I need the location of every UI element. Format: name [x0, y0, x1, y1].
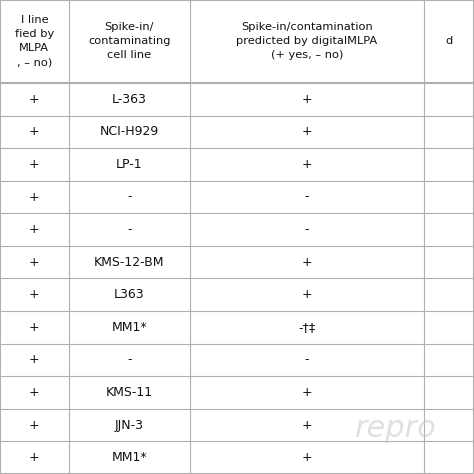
Text: +: + [29, 158, 40, 171]
Text: +: + [301, 451, 312, 464]
Text: d: d [446, 36, 453, 46]
Text: KMS-11: KMS-11 [106, 386, 153, 399]
Text: +: + [29, 321, 40, 334]
Text: +: + [301, 93, 312, 106]
Text: +: + [29, 223, 40, 236]
Text: L-363: L-363 [112, 93, 146, 106]
Text: NCI-H929: NCI-H929 [100, 125, 159, 138]
Text: KMS-12-BM: KMS-12-BM [94, 255, 164, 269]
Text: +: + [29, 451, 40, 464]
Text: +: + [301, 158, 312, 171]
Text: -: - [127, 354, 131, 366]
Text: LP-1: LP-1 [116, 158, 143, 171]
Text: Spike-in/
contaminating
cell line: Spike-in/ contaminating cell line [88, 22, 171, 61]
Text: repro: repro [355, 414, 437, 444]
Text: +: + [29, 255, 40, 269]
Text: MM1*: MM1* [111, 321, 147, 334]
Text: -: - [127, 191, 131, 203]
Text: -: - [127, 223, 131, 236]
Text: +: + [29, 191, 40, 203]
Text: +: + [301, 125, 312, 138]
Text: +: + [29, 419, 40, 432]
Text: -: - [305, 354, 309, 366]
Text: +: + [301, 386, 312, 399]
Text: -: - [305, 223, 309, 236]
Text: +: + [301, 419, 312, 432]
Text: +: + [301, 288, 312, 301]
Text: +: + [29, 354, 40, 366]
Text: Spike-in/contamination
predicted by digitalMLPA
(+ yes, – no): Spike-in/contamination predicted by digi… [237, 22, 377, 61]
Text: +: + [29, 125, 40, 138]
Text: -†‡: -†‡ [298, 321, 316, 334]
Text: MM1*: MM1* [111, 451, 147, 464]
Text: JJN-3: JJN-3 [115, 419, 144, 432]
Text: +: + [29, 288, 40, 301]
Text: -: - [305, 191, 309, 203]
Text: l line
fied by
MLPA
, – no): l line fied by MLPA , – no) [15, 16, 54, 67]
Text: +: + [29, 93, 40, 106]
Text: +: + [301, 255, 312, 269]
Text: L363: L363 [114, 288, 145, 301]
Text: +: + [29, 386, 40, 399]
